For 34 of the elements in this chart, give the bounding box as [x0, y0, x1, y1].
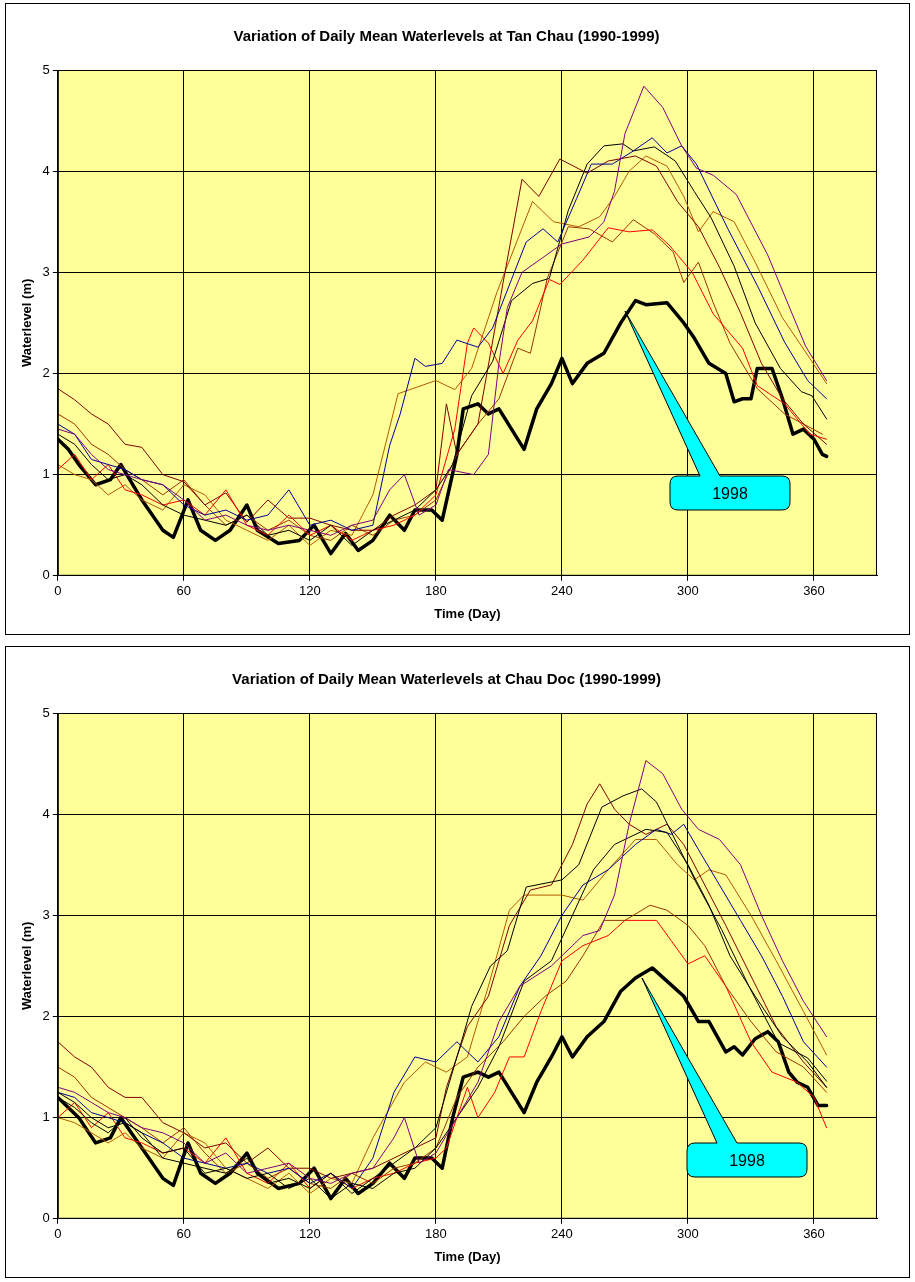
- x-tick-label: 60: [176, 583, 192, 599]
- x-tick-label: 180: [425, 1226, 447, 1242]
- y-tick-label: 2: [42, 1008, 50, 1024]
- y-axis-title: Waterlevel (m): [19, 921, 35, 1011]
- y-tick-label: 3: [42, 906, 50, 922]
- x-axis-title: Time (Day): [434, 605, 501, 621]
- y-tick-label: 0: [42, 567, 50, 583]
- x-tick-label: 0: [54, 583, 62, 599]
- chart-title: Variation of Daily Mean Waterlevels at Tan Chau (1990-1999): [233, 27, 660, 45]
- x-axis-title: Time (Day): [434, 1248, 501, 1264]
- y-tick-label: 3: [42, 263, 50, 279]
- x-tick-label: 240: [551, 1226, 573, 1242]
- x-tick-label: 180: [425, 583, 447, 599]
- x-tick-label: 120: [299, 1226, 321, 1242]
- y-tick-label: 0: [42, 1210, 50, 1226]
- callout-box: 1998: [623, 308, 793, 512]
- y-tick-label: 5: [42, 61, 50, 77]
- x-tick-label: 60: [176, 1226, 192, 1242]
- x-tick-label: 0: [54, 1226, 62, 1242]
- chart-title: Variation of Daily Mean Waterlevels at Chau Doc (1990-1999): [232, 670, 661, 688]
- x-tick-label: 300: [677, 1226, 699, 1242]
- y-tick-label: 4: [42, 162, 50, 178]
- y-tick-label: 4: [42, 805, 50, 821]
- y-axis-title: Waterlevel (m): [19, 278, 35, 368]
- x-tick-label: 360: [803, 1226, 825, 1242]
- y-tick-label: 5: [42, 704, 50, 720]
- callout-box: 1998: [640, 975, 810, 1179]
- y-tick-label: 1: [42, 466, 50, 482]
- y-tick-label: 2: [42, 365, 50, 381]
- x-tick-label: 360: [803, 583, 825, 599]
- x-tick-label: 120: [299, 583, 321, 599]
- x-tick-label: 300: [677, 583, 699, 599]
- x-tick-label: 240: [551, 583, 573, 599]
- y-tick-label: 1: [42, 1109, 50, 1125]
